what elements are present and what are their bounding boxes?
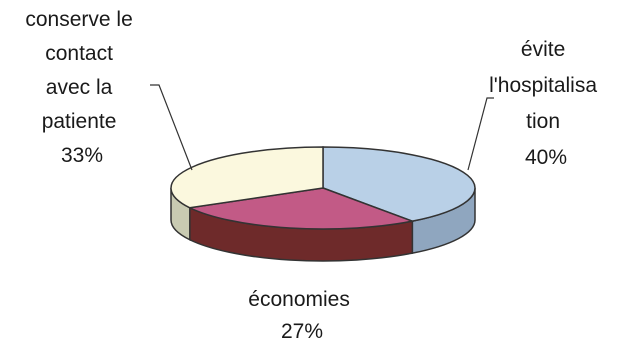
leader-line-contact <box>150 84 193 171</box>
slice-label-line: évite <box>521 38 565 61</box>
slice-label-line: patiente <box>42 110 117 133</box>
slice-label-contact: conserve le contact avec la patiente 33% <box>25 8 138 167</box>
slice-label-line: tion <box>526 110 560 133</box>
slice-value-label: 33% <box>61 144 103 167</box>
slice-label-line: économies <box>248 288 350 311</box>
slice-label-line: contact <box>45 42 113 65</box>
pie-slice <box>322 146 476 222</box>
slice-value-label: 40% <box>525 146 567 169</box>
slice-label-line: l'hospitalisa <box>489 74 597 97</box>
slice-label-line: conserve le <box>25 8 132 31</box>
leader-lines <box>150 84 494 171</box>
slice-label-line: avec la <box>46 76 113 99</box>
slice-value-label: 27% <box>281 320 323 343</box>
leader-line-hospitalisation <box>467 97 494 171</box>
pie-sides <box>170 187 476 262</box>
pie-slices <box>170 146 476 230</box>
slice-label-hospitalisation: évite l'hospitalisa tion 40% <box>489 38 603 169</box>
pie-slice <box>170 146 324 209</box>
pie-slice <box>187 187 416 230</box>
slice-label-economies: économies 27% <box>248 288 355 343</box>
